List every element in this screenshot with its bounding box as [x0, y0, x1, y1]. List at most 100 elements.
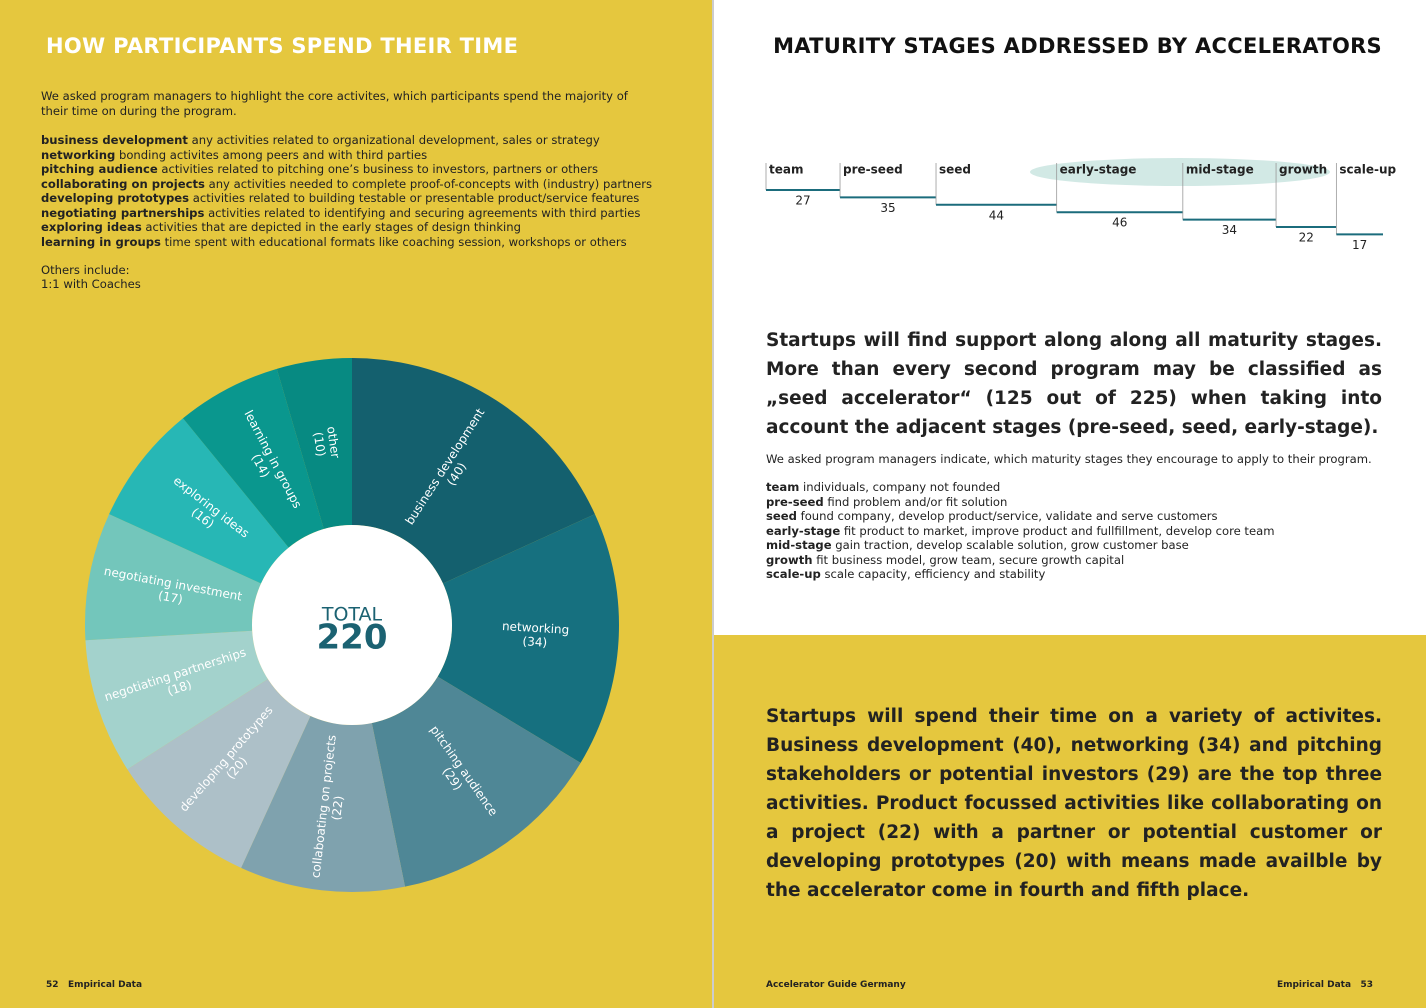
definition-term: learning in groups: [41, 234, 161, 249]
slice-value: (34): [522, 634, 547, 649]
definition: negotiating partnerships activities rela…: [41, 206, 701, 221]
definition-term: collaborating on projects: [41, 176, 205, 191]
definition-text: any activities related to organizational…: [191, 133, 600, 147]
stage-value: 34: [1222, 223, 1237, 237]
stage-value: 27: [795, 194, 810, 208]
donut-slice: [127, 679, 311, 868]
footer-guide: Accelerator Guide Germany: [766, 980, 906, 990]
center-label: TOTAL: [321, 604, 383, 626]
definition-text: fit business model, grow team, secure gr…: [816, 552, 1125, 567]
slice-label: other(10): [311, 425, 343, 459]
stage-value: 22: [1299, 231, 1314, 245]
others-heading: Others include:: [41, 263, 130, 277]
definition: early-stage fit product to market, impro…: [766, 524, 1382, 539]
definition: mid-stage gain traction, develop scalabl…: [766, 538, 1382, 553]
right-title: MATURITY STAGES ADDRESSED BY ACCELERATOR…: [773, 34, 1382, 58]
slice-value: (17): [157, 588, 184, 606]
definition: growth fit business model, grow team, se…: [766, 553, 1382, 568]
stage-label: team: [769, 163, 803, 177]
slice-value: (22): [329, 795, 346, 821]
donut-slice: [85, 630, 268, 770]
stage-label: early-stage: [1060, 163, 1137, 177]
definition-text: activities related to pitching one’s bus…: [161, 162, 599, 176]
footer-section: Empirical Data: [1276, 980, 1352, 990]
stage-value: 35: [880, 201, 895, 215]
footer-right: Empirical Data 53: [1277, 980, 1373, 990]
summary: Startups will find support along along a…: [766, 330, 1382, 438]
definition: business development any activities rela…: [41, 133, 701, 148]
footer-section: Empirical Data: [67, 980, 143, 990]
stage-value: 44: [989, 208, 1004, 222]
definition: team individuals, company not founded: [766, 480, 1382, 495]
definition-text: individuals, company not founded: [803, 480, 1001, 494]
stage-label: scale-up: [1339, 163, 1396, 177]
definition-term: business development: [41, 133, 188, 147]
page-number: 52: [46, 980, 59, 990]
definition-text: time spent with educational formats like…: [164, 234, 627, 249]
definition-term: scale-up: [766, 567, 821, 581]
definition-term: early-stage: [766, 523, 841, 538]
definition-text: find problem and/or fit solution: [827, 494, 1008, 509]
donut-slice: [352, 358, 595, 584]
page-number: 53: [1360, 980, 1373, 990]
stage-label: seed: [939, 163, 971, 177]
slice-label: networking(34): [502, 619, 570, 650]
stage-label: pre-seed: [843, 163, 903, 177]
slice-category: other: [324, 425, 342, 459]
slice-value: (10): [311, 431, 328, 457]
donut-slice: [109, 418, 289, 584]
definition: developing prototypes activities related…: [41, 191, 701, 206]
definition-term: mid-stage: [766, 538, 832, 552]
page-gutter: [712, 0, 714, 1008]
definition: learning in groups time spent with educa…: [41, 235, 701, 250]
definition-term: pre-seed: [766, 494, 824, 509]
conclusion: Startups will spend their time on a vari…: [766, 706, 1382, 901]
definition-term: seed: [766, 509, 797, 523]
definition-text: gain traction, develop scalable solution…: [835, 538, 1189, 552]
center-total: 220: [317, 618, 388, 658]
definition-text: scale capacity, efficiency and stability: [824, 567, 1046, 581]
donut-slice: [84, 514, 262, 641]
definition-term: developing prototypes: [41, 191, 190, 205]
left-title: HOW PARTICIPANTS SPEND THEIR TIME: [46, 34, 519, 58]
white-panel: [714, 0, 1426, 635]
definition-term: pitching audience: [41, 162, 158, 176]
right-definitions: team individuals, company not founded pre…: [766, 480, 1382, 582]
definition: pre-seed find problem and/or fit solutio…: [766, 495, 1382, 510]
definition-term: networking: [41, 147, 116, 162]
definition: collaborating on projects any activities…: [41, 177, 701, 192]
watercolor-decoration: [1030, 158, 1330, 186]
donut-slice: [437, 514, 620, 763]
stage-value: 46: [1112, 216, 1127, 230]
left-definitions: business development any activities rela…: [41, 133, 701, 249]
definition: scale-up scale capacity, efficiency and …: [766, 567, 1382, 582]
definition: seed found company, develop product/serv…: [766, 509, 1382, 524]
definition: pitching audience activities related to …: [41, 162, 701, 177]
definition-text: activities related to building testable …: [192, 191, 640, 205]
definition-term: negotiating partnerships: [41, 205, 205, 220]
definition: networking bonding activites among peers…: [41, 148, 701, 163]
right-intro: We asked program managers indicate, whic…: [766, 452, 1372, 466]
donut-slice: [276, 358, 352, 530]
definition-text: any activities needed to complete proof-…: [208, 176, 653, 191]
stage-label: mid-stage: [1186, 163, 1254, 177]
footer-left: 52 Empirical Data: [46, 980, 142, 990]
slice-category: networking: [502, 619, 570, 637]
left-intro: We asked program managers to highlight t…: [41, 89, 628, 118]
definition-text: fit product to market, improve product a…: [843, 523, 1275, 538]
donut-slice: [371, 676, 581, 887]
definition-text: activities that are depicted in the earl…: [145, 220, 521, 234]
definition: exploring ideas activities that are depi…: [41, 220, 701, 235]
donut-slice: [182, 368, 324, 548]
definition-text: activities related to identifying and se…: [208, 205, 641, 220]
stage-value: 17: [1352, 238, 1367, 252]
definition-term: exploring ideas: [41, 220, 142, 234]
definition-term: growth: [766, 552, 813, 567]
donut-hole: [252, 525, 452, 725]
definition-term: team: [766, 480, 800, 494]
definition-text: found company, develop product/service, …: [800, 509, 1218, 523]
definition-text: bonding activites among peers and with t…: [118, 147, 428, 162]
donut-slice: [241, 715, 406, 892]
